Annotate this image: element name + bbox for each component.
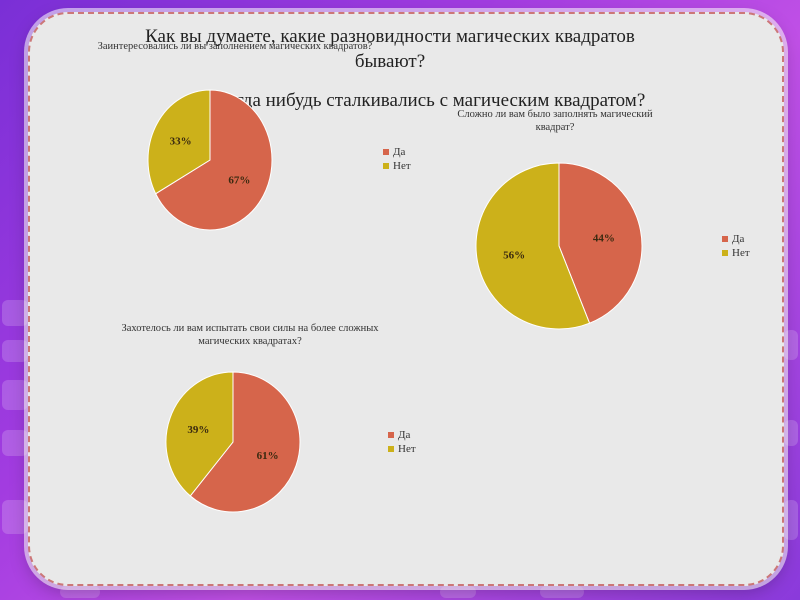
bg-tile [2,500,28,534]
legend-swatch-no [388,446,394,452]
legend-item: Нет [722,246,750,260]
legend-item: Да [383,145,411,159]
slide-title: Как вы думаете, какие разновидности маги… [145,26,635,72]
legend: Да Нет [383,145,411,173]
legend-swatch-no [383,163,389,169]
bg-tile [784,420,798,446]
legend-swatch-yes [388,432,394,438]
pie-chart: 61% 39% [165,371,301,513]
legend-label: Нет [732,247,750,259]
legend-item: Нет [383,159,411,173]
pie-chart: 44% 56% [475,162,643,330]
bg-tile [2,380,28,410]
legend-label: Да [398,429,411,441]
data-label: 56% [503,250,525,262]
data-label: 61% [257,450,279,462]
pie-slice-no [147,89,211,195]
legend-swatch-no [722,250,728,256]
pie-slice-yes [155,89,273,231]
pie-slice-yes [558,162,643,324]
slide-question: Когда нибудь сталкивались с магическим к… [214,90,646,111]
bg-tile [60,586,100,598]
data-label: 44% [593,232,615,244]
legend-item: Нет [388,442,416,456]
pie-slice-yes [189,371,301,513]
bg-tile [2,300,28,326]
bg-tile [2,340,28,362]
data-label: 67% [228,175,250,187]
legend-item: Да [722,232,750,246]
bg-tile [440,586,476,598]
legend: Да Нет [388,428,416,456]
chart-title: Сложно ли вам было заполнять магический … [457,109,653,133]
legend-label: Да [732,233,745,245]
legend-label: Нет [393,160,411,172]
chart-title: Заинтересовались ли вы заполнением магич… [97,41,373,52]
pie-slice-no [165,371,234,497]
slide-card [28,12,784,586]
legend-label: Да [393,146,406,158]
legend: Да Нет [722,232,750,260]
bg-tile [540,586,584,598]
pie-chart: 67% 33% [147,89,273,231]
legend-item: Да [388,428,416,442]
bg-tile [784,500,798,540]
legend-label: Нет [398,443,416,455]
legend-swatch-yes [722,236,728,242]
chart-title: Захотелось ли вам испытать свои силы на … [121,323,379,347]
pie-slice-no [475,162,591,330]
legend-swatch-yes [383,149,389,155]
bg-tile [2,430,28,456]
bg-tile [784,330,798,360]
data-label: 39% [187,424,209,436]
data-label: 33% [170,135,192,147]
